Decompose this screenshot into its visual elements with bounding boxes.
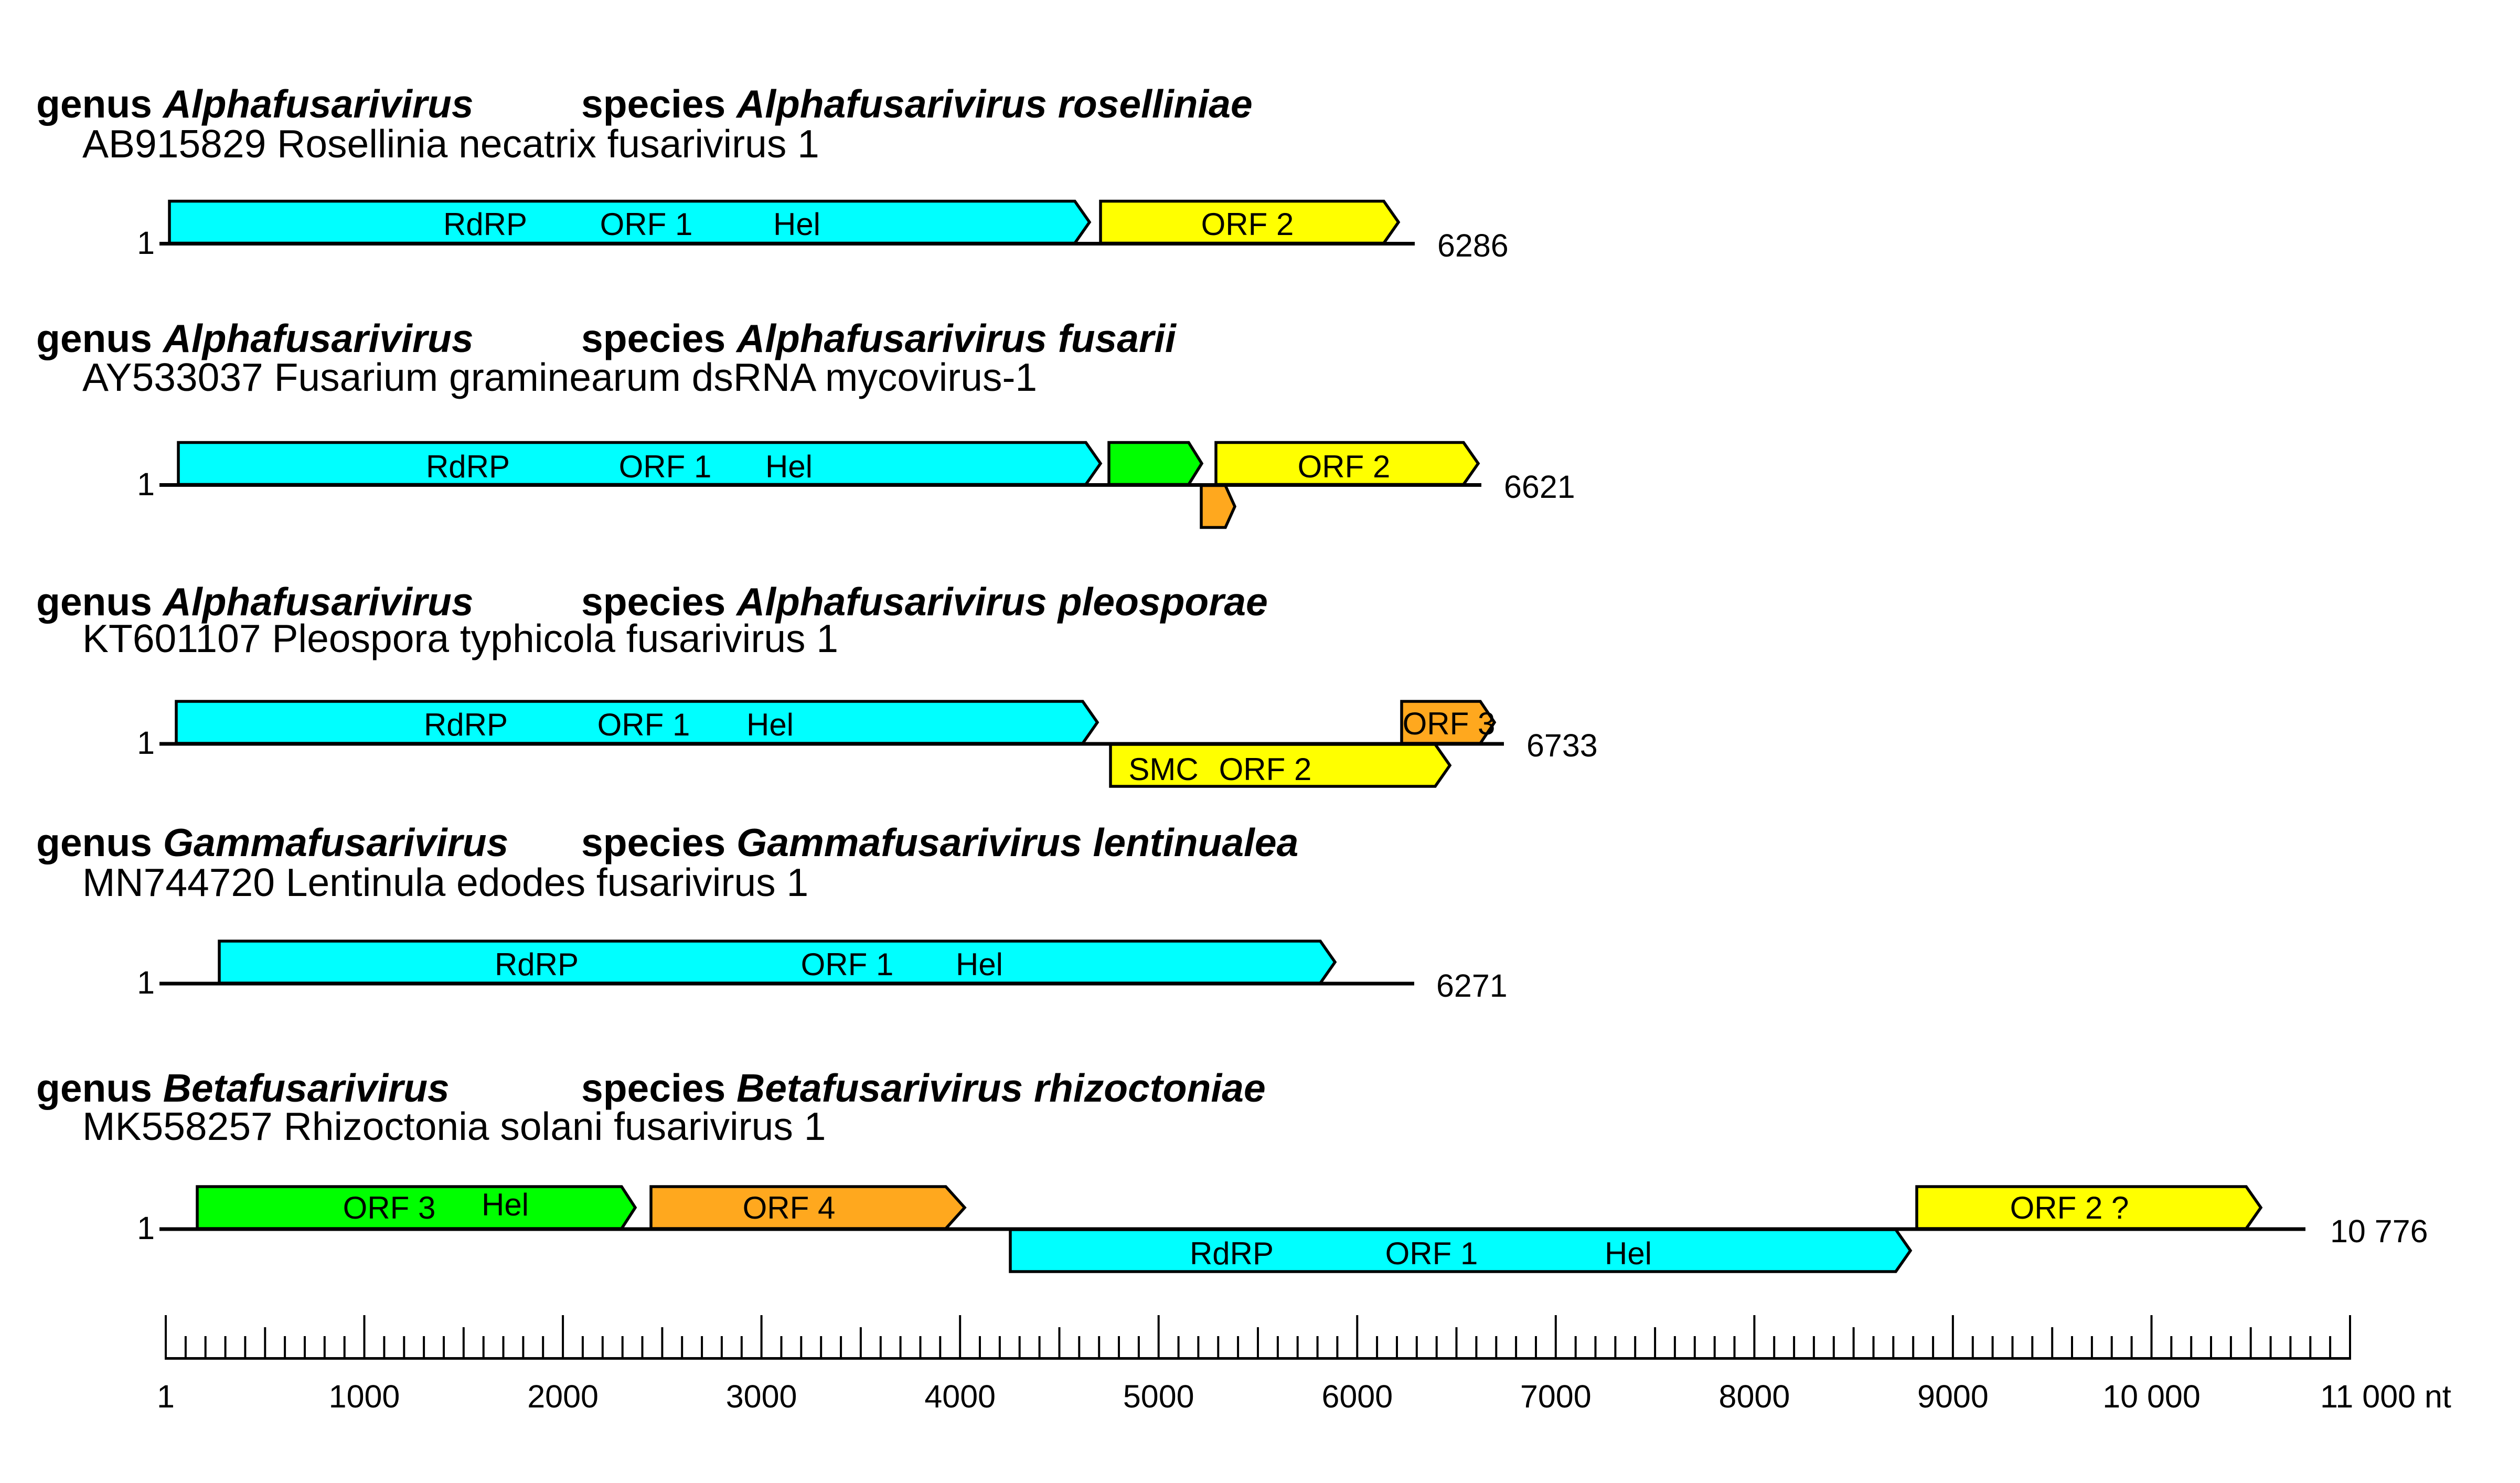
svg-text:ORF 1: ORF 1	[1385, 1236, 1478, 1271]
svg-text:6621: 6621	[1504, 469, 1575, 505]
svg-text:SMC: SMC	[1128, 752, 1198, 787]
svg-text:ORF 4: ORF 4	[743, 1190, 836, 1225]
svg-text:AY533037 Fusarium graminearum: AY533037 Fusarium graminearum dsRNA myco…	[82, 355, 1037, 399]
svg-text:1: 1	[137, 1210, 155, 1246]
svg-text:RdRP: RdRP	[495, 947, 579, 982]
svg-text:Hel: Hel	[765, 449, 813, 484]
svg-text:RdRP: RdRP	[443, 207, 527, 242]
svg-text:11 000 nt: 11 000 nt	[2320, 1379, 2451, 1414]
svg-text:MK558257 Rhizoctonia solani fu: MK558257 Rhizoctonia solani fusarivirus …	[82, 1104, 826, 1148]
svg-text:RdRP: RdRP	[1190, 1236, 1274, 1271]
svg-text:5000: 5000	[1123, 1379, 1194, 1414]
svg-text:ORF 2 ?: ORF 2 ?	[2010, 1190, 2129, 1225]
svg-text:10 000: 10 000	[2102, 1379, 2201, 1414]
svg-text:2000: 2000	[527, 1379, 599, 1414]
svg-text:ORF 1: ORF 1	[801, 947, 894, 982]
svg-text:6271: 6271	[1436, 968, 1508, 1004]
svg-text:1: 1	[137, 466, 155, 502]
svg-text:ORF 1: ORF 1	[597, 707, 690, 742]
svg-text:ORF 3: ORF 3	[1403, 706, 1496, 741]
svg-text:ORF 3: ORF 3	[343, 1190, 436, 1225]
svg-text:KT601107 Pleospora typhicola f: KT601107 Pleospora typhicola fusarivirus…	[82, 616, 838, 660]
svg-text:1: 1	[137, 225, 155, 261]
svg-text:1: 1	[157, 1379, 175, 1414]
svg-text:10 776: 10 776	[2330, 1213, 2428, 1249]
svg-text:1000: 1000	[329, 1379, 400, 1414]
svg-text:MN744720 Lentinula edodes fusa: MN744720 Lentinula edodes fusarivirus 1	[82, 860, 808, 904]
svg-text:ORF 1: ORF 1	[619, 449, 712, 484]
svg-text:1: 1	[137, 725, 155, 761]
svg-text:Hel: Hel	[746, 707, 794, 742]
svg-text:AB915829 Rosellinia necatrix f: AB915829 Rosellinia necatrix fusarivirus…	[82, 122, 819, 166]
svg-text:Hel: Hel	[956, 947, 1003, 982]
svg-text:Hel: Hel	[773, 207, 820, 242]
svg-text:6286: 6286	[1437, 228, 1509, 263]
svg-text:RdRP: RdRP	[424, 707, 508, 742]
svg-text:6733: 6733	[1526, 728, 1598, 763]
svg-text:ORF 2: ORF 2	[1298, 449, 1391, 484]
svg-text:RdRP: RdRP	[426, 449, 510, 484]
svg-text:Hel: Hel	[482, 1187, 529, 1222]
svg-text:1: 1	[137, 965, 155, 1000]
svg-text:4000: 4000	[924, 1379, 996, 1414]
svg-text:Hel: Hel	[1605, 1236, 1652, 1271]
svg-text:9000: 9000	[1917, 1379, 1989, 1414]
svg-text:6000: 6000	[1321, 1379, 1393, 1414]
svg-text:7000: 7000	[1520, 1379, 1592, 1414]
svg-text:ORF 1: ORF 1	[600, 207, 693, 242]
svg-text:ORF 2: ORF 2	[1201, 207, 1294, 242]
svg-text:3000: 3000	[726, 1379, 797, 1414]
svg-text:ORF 2: ORF 2	[1219, 752, 1312, 787]
svg-text:8000: 8000	[1719, 1379, 1790, 1414]
